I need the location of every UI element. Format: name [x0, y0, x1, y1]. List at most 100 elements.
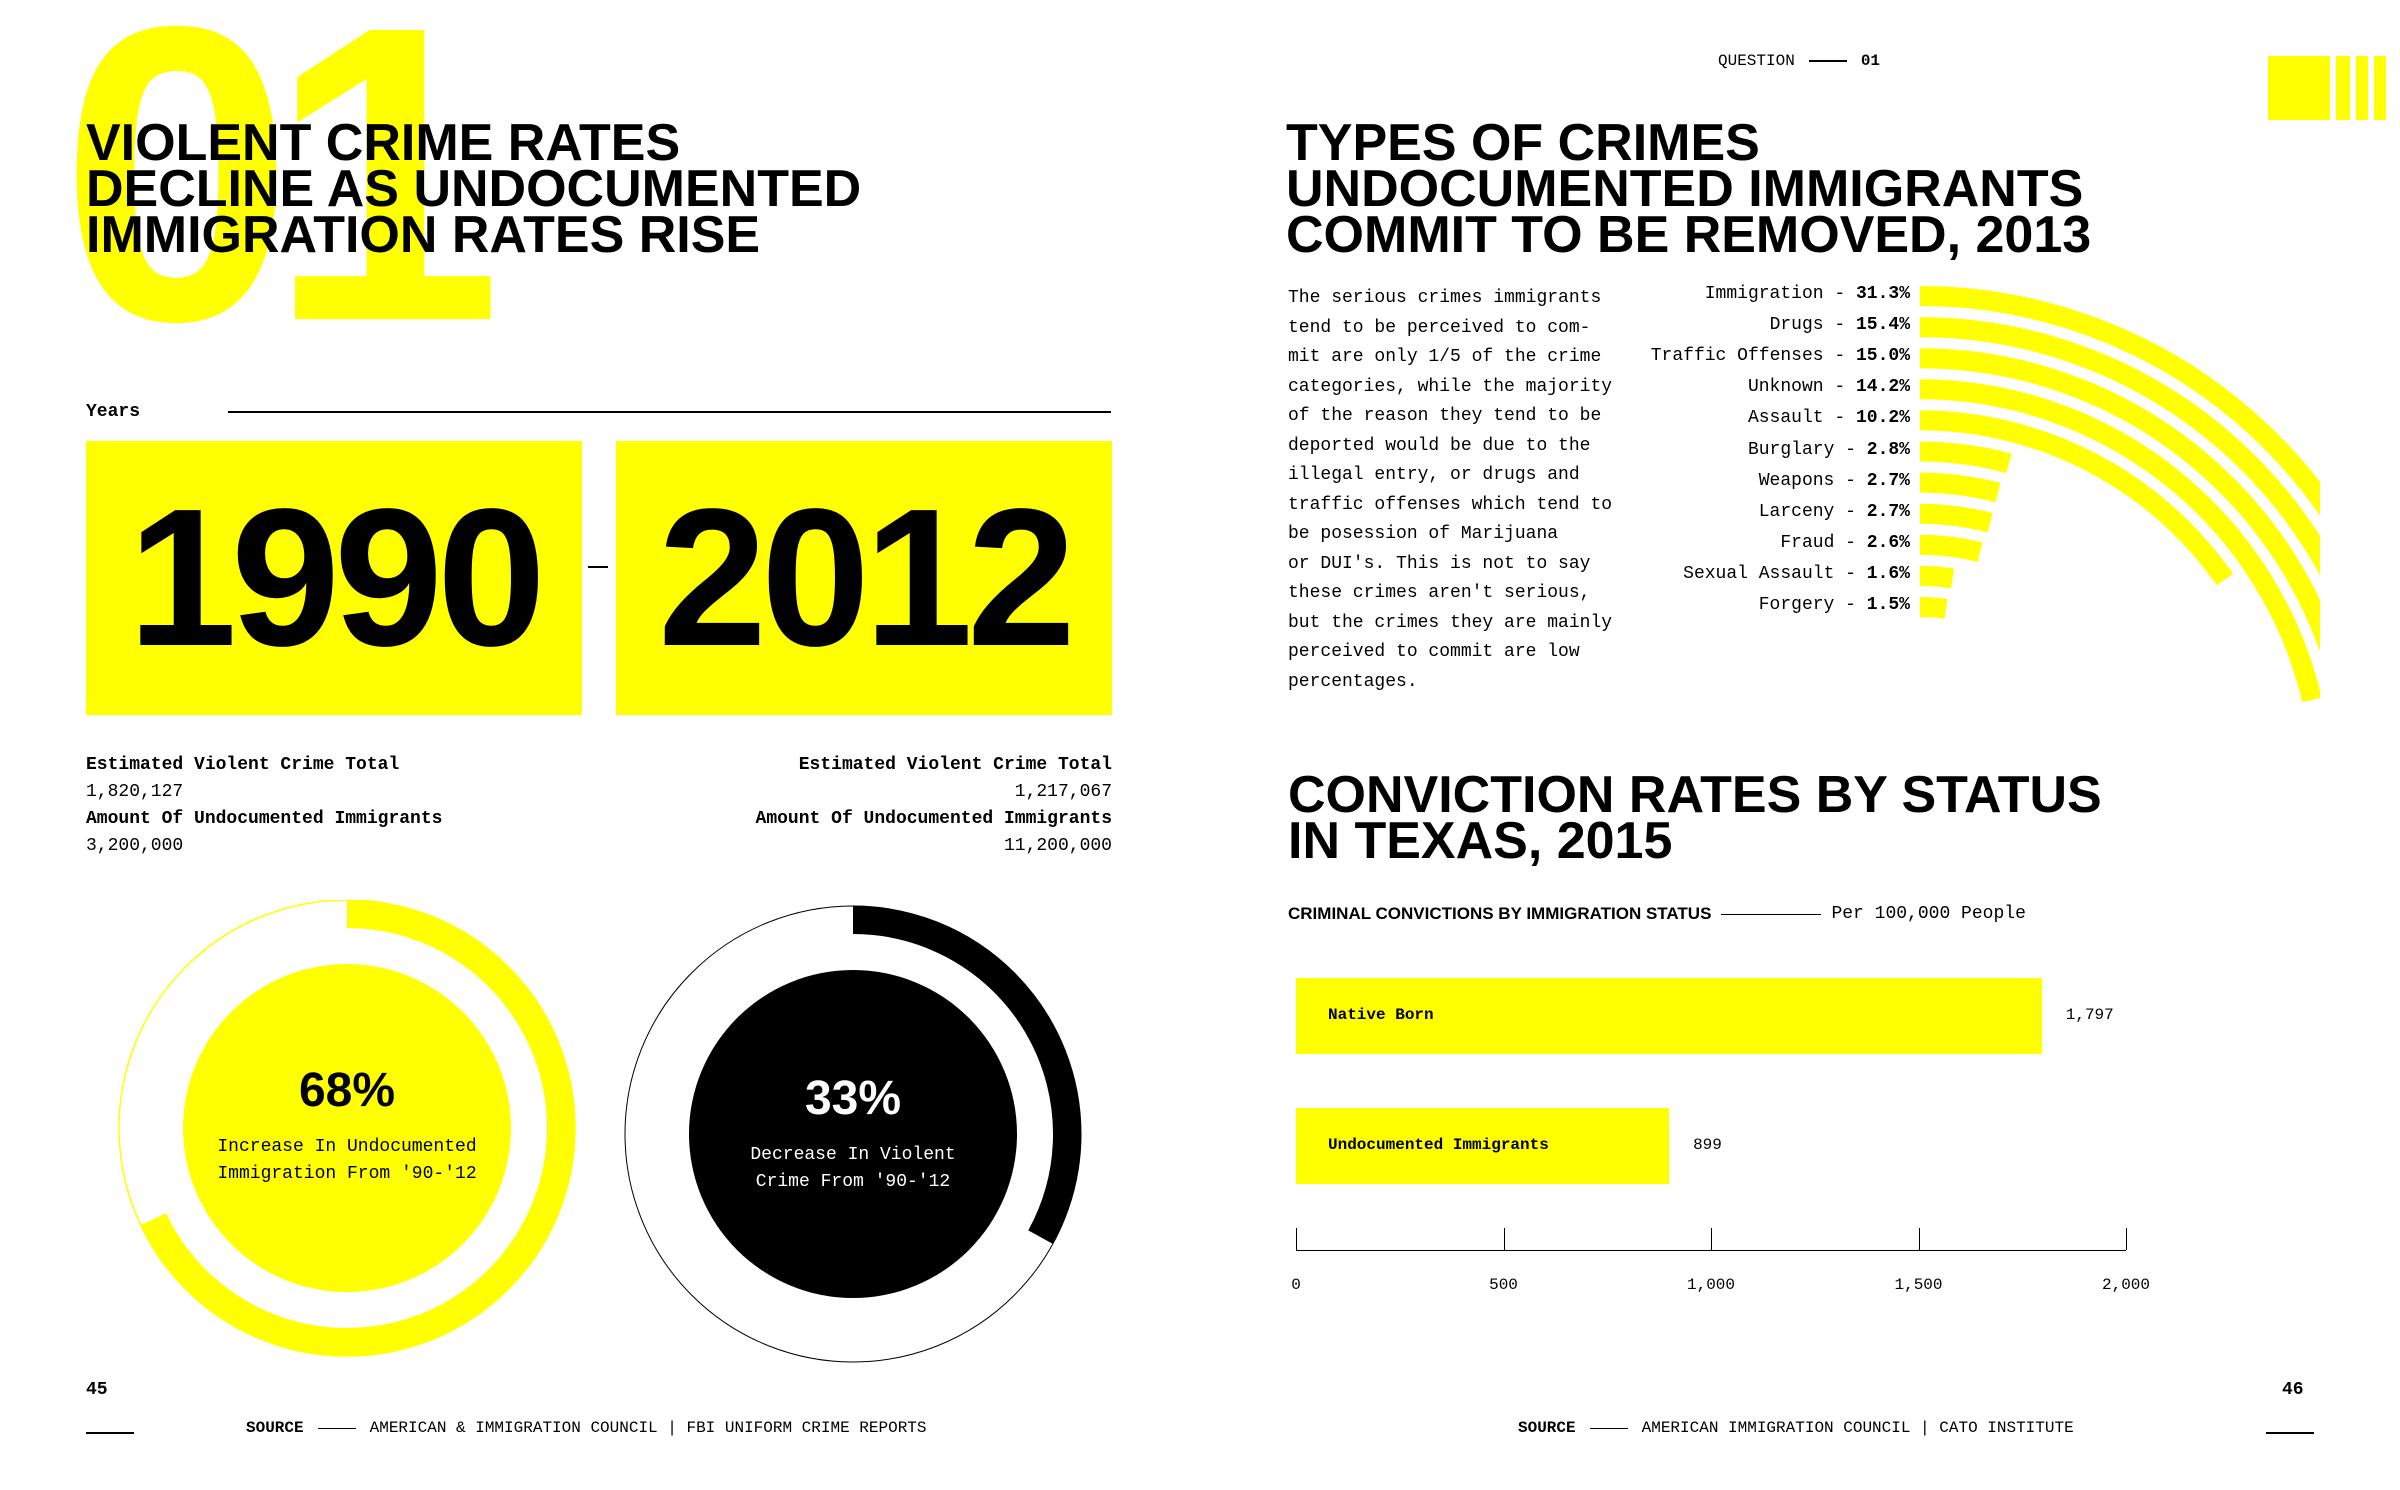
crime-type-row: Larceny - 2.7%: [1610, 502, 1910, 522]
right-page-number: 46: [2282, 1380, 2304, 1400]
paragraph-line: or DUI's. This is not to say: [1288, 553, 1591, 574]
stat-1990-immig-label: Amount Of Undocumented Immigrants: [86, 809, 443, 829]
left-title: VIOLENT CRIME RATES DECLINE AS UNDOCUMEN…: [86, 114, 862, 264]
conviction-bar-label: Native Born: [1328, 1006, 1434, 1024]
conviction-chart-unit: Per 100,000 People: [1831, 904, 2026, 924]
donut-decrease-caption: Decrease In Violent Crime From '90-'12: [653, 1142, 1053, 1196]
donut-increase-arc: [140, 900, 575, 1356]
right-title-line-1: TYPES OF CRIMES: [1286, 114, 1760, 172]
crime-type-name: Forgery: [1758, 595, 1835, 615]
section-number-watermark: 01: [60, 0, 502, 409]
left-page-number: 45: [86, 1380, 108, 1400]
crime-type-row: Fraud - 2.6%: [1610, 533, 1910, 553]
crime-type-row: Assault - 10.2%: [1610, 408, 1910, 428]
right-source-dash: [1589, 1427, 1628, 1429]
stat-1990-crime-label: Estimated Violent Crime Total: [86, 755, 400, 775]
crime-type-pct: 10.2%: [1855, 408, 1910, 429]
radial-bar-traffic-offenses: [1919, 348, 2320, 653]
crime-type-sep: -: [1823, 346, 1856, 367]
crime-type-pct: 2.7%: [1866, 501, 1910, 522]
left-title-line-1: VIOLENT CRIME RATES: [86, 114, 681, 172]
donut-decrease-value: 33%: [804, 1072, 902, 1125]
x-axis-line: [1296, 1250, 2126, 1251]
crime-type-sep: -: [1823, 377, 1856, 398]
paragraph-line: but the crimes they are mainly: [1288, 612, 1613, 633]
paragraph-line: illegal entry, or drugs and: [1288, 465, 1580, 485]
crime-type-name: Larceny: [1758, 501, 1835, 522]
year-separator: [588, 566, 608, 568]
x-tick: [1918, 1228, 1920, 1250]
stat-1990-immig-value: 3,200,000: [86, 836, 184, 856]
crime-type-row: Traffic Offenses - 15.0%: [1610, 346, 1910, 366]
crime-type-pct: 15.0%: [1855, 346, 1910, 367]
year-1990-block: 1990: [86, 441, 582, 715]
crime-type-pct: 31.3%: [1855, 284, 1910, 304]
crime-type-name: Sexual Assault: [1683, 563, 1835, 584]
question-number: 01: [1860, 52, 1881, 70]
radial-bar-unknown: [1919, 379, 2320, 703]
crime-type-pct: 1.5%: [1866, 595, 1910, 615]
radial-bar-forgery: [1919, 597, 1948, 619]
crime-type-sep: -: [1823, 315, 1856, 336]
conviction-bar: Undocumented Immigrants: [1296, 1108, 1670, 1184]
donut-increase-caption-line-1: Increase In Undocumented: [217, 1137, 477, 1157]
paragraph-line: mit are only 1/5 of the crime: [1288, 347, 1602, 367]
year-end: 2012: [657, 468, 1076, 687]
left-source-text: AMERICAN & IMMIGRATION COUNCIL | FBI UNI…: [369, 1419, 927, 1437]
crime-type-name: Drugs: [1769, 315, 1824, 336]
crime-type-sep: -: [1823, 284, 1856, 304]
crime-type-pct: 2.8%: [1866, 439, 1910, 460]
donut-decrease-arc: [852, 906, 1081, 1244]
crime-types-paragraph: The serious crimes immigrants tend to be …: [1288, 284, 1628, 697]
question-dash: [1808, 60, 1847, 62]
right-title: TYPES OF CRIMES UNDOCUMENTED IMMIGRANTS …: [1286, 114, 2092, 264]
right-title-line-3: COMMIT TO BE REMOVED, 2013: [1286, 206, 2092, 264]
conviction-chart-heading: CRIMINAL CONVICTIONS BY IMMIGRATION STAT…: [1288, 904, 2026, 924]
x-tick-label: 0: [1291, 1276, 1301, 1294]
conviction-title-line-1: CONVICTION RATES BY STATUS: [1288, 766, 2102, 824]
x-tick: [1296, 1228, 1297, 1250]
crime-type-sep: -: [1823, 408, 1856, 429]
x-tick-label: 1,500: [1894, 1276, 1943, 1294]
conviction-title: CONVICTION RATES BY STATUS IN TEXAS, 201…: [1288, 766, 2102, 867]
radial-bar-sexual-assault: [1919, 565, 1955, 589]
crime-type-name: Immigration: [1704, 284, 1824, 304]
left-title-line-2: DECLINE AS UNDOCUMENTED: [86, 160, 862, 218]
radial-bar-chart: [1919, 286, 2320, 703]
left-source: SOURCE AMERICAN & IMMIGRATION COUNCIL | …: [246, 1419, 927, 1437]
crime-type-row: Burglary - 2.8%: [1610, 440, 1910, 460]
conviction-bar: Native Born: [1296, 978, 2042, 1054]
crime-type-sep: -: [1834, 563, 1867, 584]
crime-type-row: Sexual Assault - 1.6%: [1610, 564, 1910, 584]
donut-charts: [118, 900, 1082, 1363]
donut-decrease-caption-line-1: Decrease In Violent: [750, 1145, 956, 1165]
right-title-line-2: UNDOCUMENTED IMMIGRANTS: [1286, 160, 2084, 218]
corner-stripe-3: [2374, 56, 2386, 120]
x-tick: [1711, 1228, 1712, 1250]
crime-type-pct: 14.2%: [1855, 377, 1910, 398]
conviction-bar-label: Undocumented Immigrants: [1328, 1136, 1549, 1154]
crime-type-sep: -: [1834, 439, 1867, 460]
donut-decrease-caption-line-2: Crime From '90-'12: [755, 1172, 951, 1192]
donut-increase-caption-line-2: Immigration From '90-'12: [217, 1164, 477, 1184]
radial-bar-larceny: [1919, 503, 1993, 533]
paragraph-line: of the reason they tend to be: [1288, 406, 1602, 426]
crime-type-name: Assault: [1747, 408, 1824, 429]
radial-bar-immigration: [1919, 286, 2320, 517]
crime-type-name: Fraud: [1780, 532, 1835, 553]
paragraph-line: categories, while the majority: [1288, 376, 1613, 397]
crime-type-pct: 1.6%: [1866, 563, 1910, 584]
left-title-line-3: IMMIGRATION RATES RISE: [86, 206, 761, 264]
paragraph-line: these crimes aren't serious,: [1288, 583, 1591, 603]
stat-2012-crime-value: 1,217,067: [1014, 782, 1112, 802]
years-rule: [228, 411, 1111, 413]
crime-type-pct: 2.6%: [1866, 532, 1910, 553]
crime-type-pct: 15.4%: [1855, 315, 1910, 336]
paragraph-line: perceived to commit are low: [1288, 642, 1580, 662]
crime-type-name: Weapons: [1758, 470, 1835, 491]
left-source-label: SOURCE: [246, 1419, 304, 1437]
stat-1990-crime-value: 1,820,127: [86, 782, 184, 802]
stats-2012: Estimated Violent Crime Total 1,217,067 …: [700, 752, 1112, 860]
radial-bar-fraud: [1919, 534, 1983, 562]
conviction-heading-dash: [1721, 913, 1822, 915]
